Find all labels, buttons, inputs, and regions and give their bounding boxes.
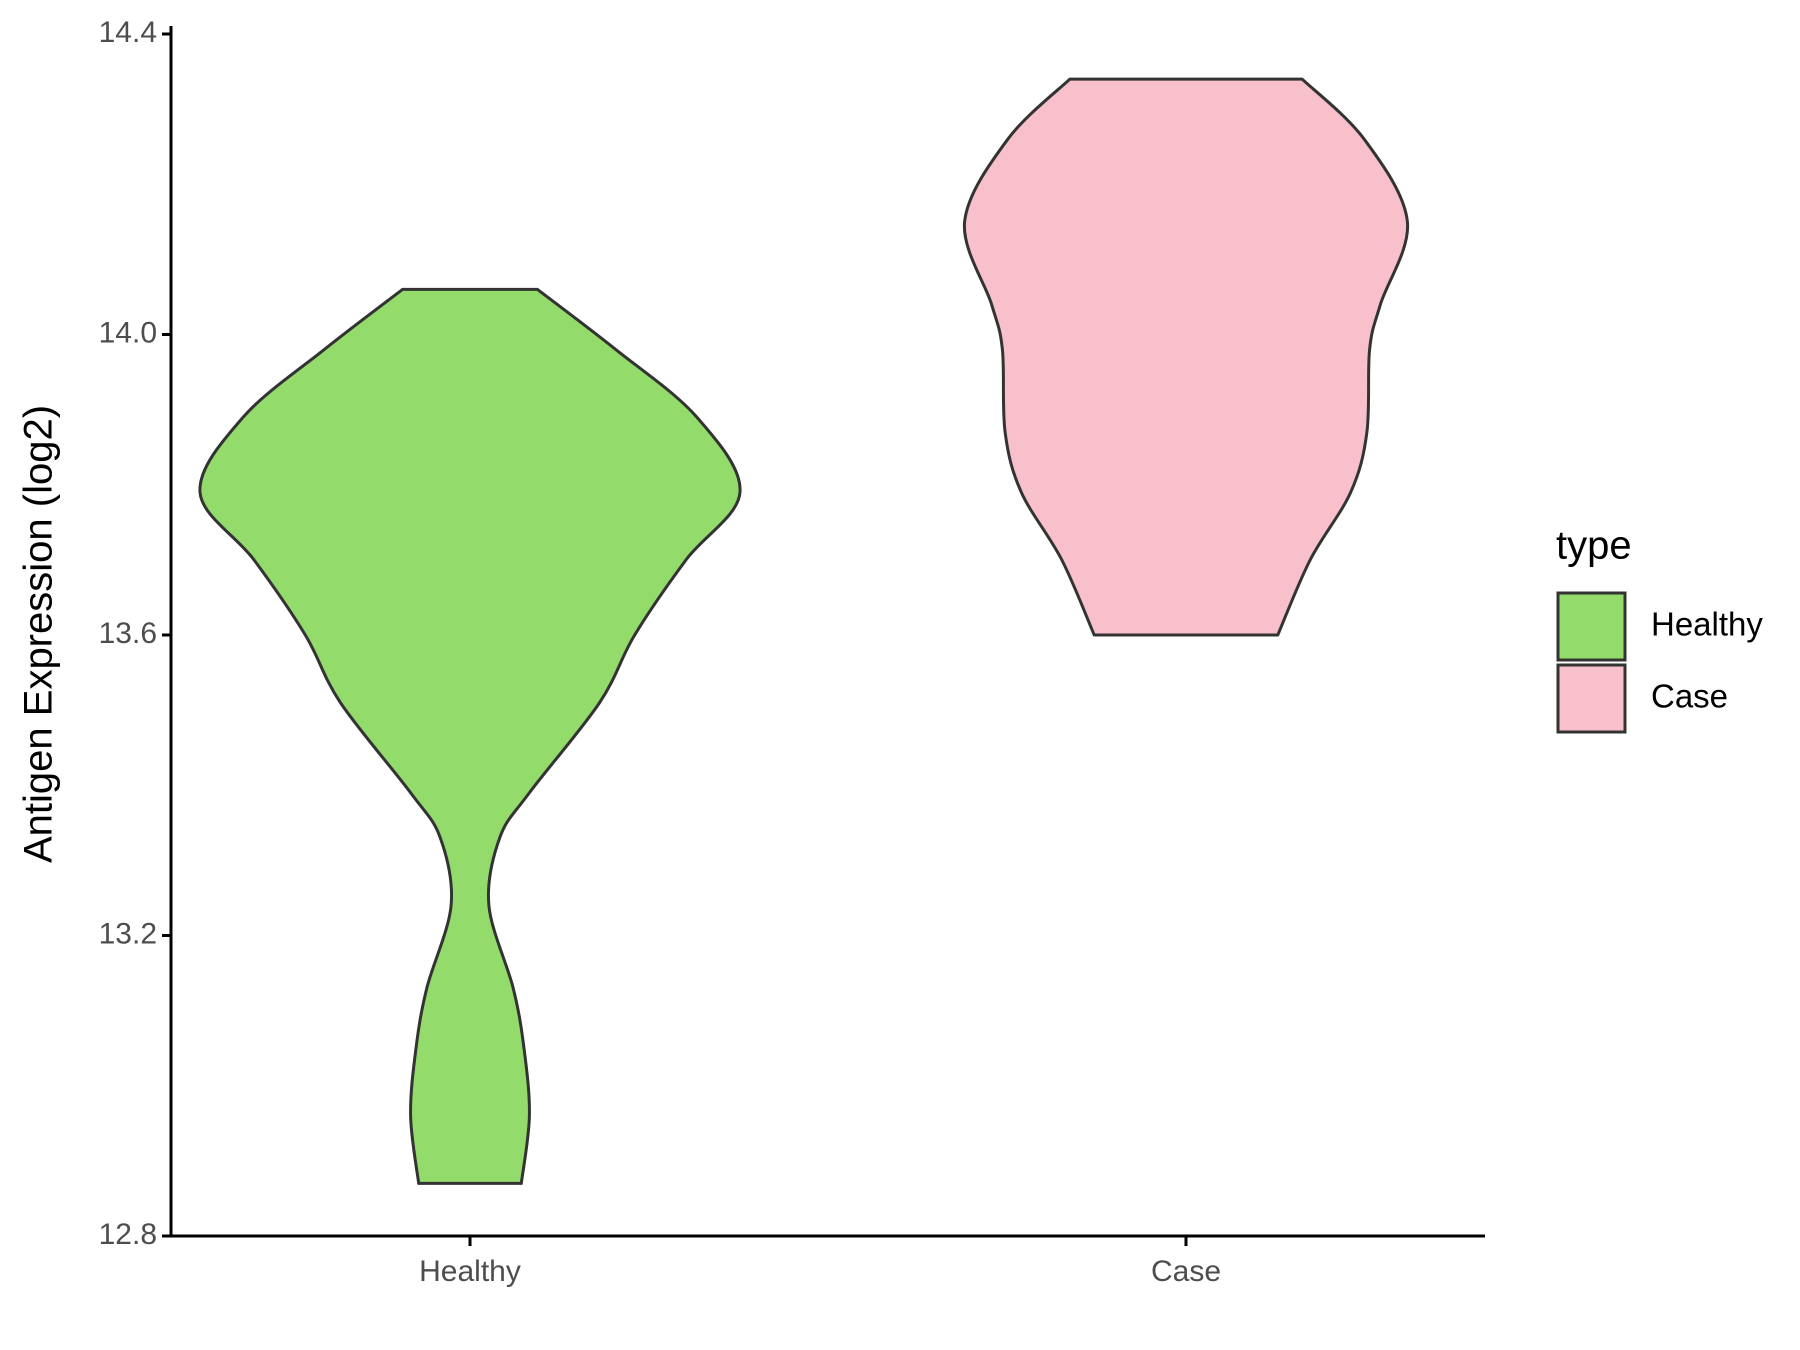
violin-outline xyxy=(198,287,470,1185)
violin-outline xyxy=(963,77,1186,637)
y-tick-label: 12.8 xyxy=(99,1218,157,1251)
legend-title: type xyxy=(1556,524,1632,568)
y-tick-label: 14.4 xyxy=(99,16,157,49)
x-tick-label: Case xyxy=(1151,1255,1221,1288)
y-tick-label: 13.2 xyxy=(99,917,157,950)
legend-label: Healthy xyxy=(1651,606,1763,643)
violin-outline xyxy=(1186,77,1409,637)
violin-half xyxy=(470,289,741,1184)
y-tick-label: 13.6 xyxy=(99,617,157,650)
legend-key xyxy=(1556,663,1627,734)
violin-outline xyxy=(470,287,742,1185)
x-tick-label: Healthy xyxy=(419,1255,521,1288)
violin-half xyxy=(199,289,471,1184)
violin-half xyxy=(964,79,1186,635)
violin-half xyxy=(1186,79,1408,635)
legend-key xyxy=(1556,591,1627,662)
y-tick-label: 14.0 xyxy=(99,316,157,349)
legend-label: Case xyxy=(1651,678,1728,715)
y-axis-title: Antigen Expression (log2) xyxy=(17,405,61,863)
